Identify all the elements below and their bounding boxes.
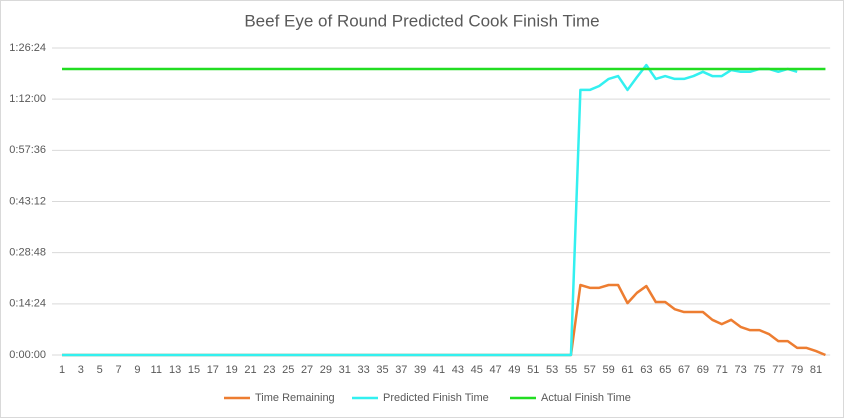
- x-tick-label: 1: [59, 364, 65, 376]
- x-tick-label: 41: [433, 364, 445, 376]
- x-tick-label: 61: [621, 364, 633, 376]
- x-tick-label: 31: [339, 364, 351, 376]
- x-tick-label: 67: [678, 364, 690, 376]
- x-tick-label: 55: [565, 364, 577, 376]
- legend-label: Actual Finish Time: [541, 392, 631, 404]
- x-tick-label: 59: [603, 364, 615, 376]
- x-tick-label: 71: [716, 364, 728, 376]
- x-tick-label: 45: [471, 364, 483, 376]
- x-tick-label: 43: [452, 364, 464, 376]
- x-tick-label: 63: [640, 364, 652, 376]
- x-tick-label: 5: [97, 364, 103, 376]
- chart-title: Beef Eye of Round Predicted Cook Finish …: [244, 11, 599, 30]
- x-tick-label: 81: [810, 364, 822, 376]
- x-tick-label: 77: [772, 364, 784, 376]
- x-tick-label: 39: [414, 364, 426, 376]
- x-tick-label: 25: [282, 364, 294, 376]
- x-tick-label: 27: [301, 364, 313, 376]
- x-tick-label: 19: [226, 364, 238, 376]
- x-tick-label: 29: [320, 364, 332, 376]
- x-tick-label: 79: [791, 364, 803, 376]
- y-tick-label: 1:26:24: [9, 42, 46, 54]
- y-tick-label: 0:57:36: [9, 144, 46, 156]
- x-tick-label: 49: [508, 364, 520, 376]
- x-tick-label: 9: [134, 364, 140, 376]
- x-tick-label: 17: [207, 364, 219, 376]
- y-tick-label: 0:00:00: [9, 349, 46, 361]
- x-tick-label: 57: [584, 364, 596, 376]
- x-tick-label: 7: [116, 364, 122, 376]
- x-tick-label: 75: [753, 364, 765, 376]
- x-tick-label: 13: [169, 364, 181, 376]
- y-tick-label: 1:12:00: [9, 93, 46, 105]
- legend-label: Time Remaining: [255, 392, 335, 404]
- x-tick-label: 37: [395, 364, 407, 376]
- x-tick-label: 35: [376, 364, 388, 376]
- y-tick-label: 0:28:48: [9, 247, 46, 259]
- x-tick-label: 51: [527, 364, 539, 376]
- x-tick-label: 65: [659, 364, 671, 376]
- x-tick-label: 53: [546, 364, 558, 376]
- series-line: [62, 63, 798, 357]
- x-tick-label: 21: [244, 364, 256, 376]
- x-tick-label: 33: [357, 364, 369, 376]
- x-tick-label: 11: [151, 364, 162, 376]
- legend-label: Predicted Finish Time: [383, 392, 489, 404]
- y-tick-label: 0:43:12: [9, 195, 46, 207]
- x-tick-label: 3: [78, 364, 84, 376]
- y-tick-label: 0:14:24: [9, 298, 46, 310]
- x-tick-label: 69: [697, 364, 709, 376]
- x-tick-label: 73: [734, 364, 746, 376]
- x-tick-label: 23: [263, 364, 275, 376]
- x-tick-label: 15: [188, 364, 200, 376]
- x-tick-label: 47: [489, 364, 501, 376]
